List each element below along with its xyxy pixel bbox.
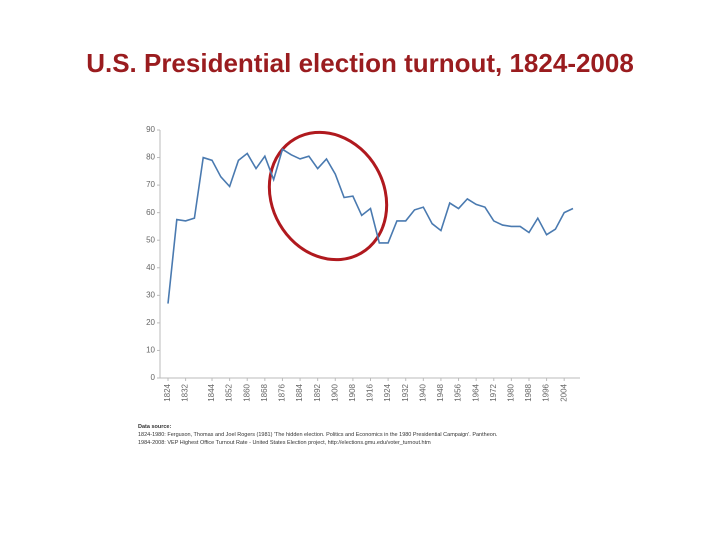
y-tick-label: 40 <box>146 263 155 272</box>
line-series <box>167 148 574 304</box>
data-source: Data source: <box>138 424 171 430</box>
y-tick-label: 70 <box>146 180 155 189</box>
y-tick-label: 50 <box>146 235 155 244</box>
x-tick-label: 1932 <box>401 383 410 401</box>
x-tick-label: 1860 <box>242 383 251 401</box>
x-tick-label: 1832 <box>181 383 190 401</box>
x-tick-label: 1964 <box>471 383 480 401</box>
x-tick-label: 1876 <box>278 383 287 401</box>
x-tick-label: 1940 <box>418 383 427 401</box>
x-tick-label: 1884 <box>295 383 304 401</box>
x-tick-label: 1892 <box>313 383 322 401</box>
y-tick-label: 90 <box>146 125 155 134</box>
x-tick-label: 1980 <box>506 383 515 401</box>
data-source: 1824-1980: Ferguson, Thomas and Joel Rog… <box>138 432 498 438</box>
x-tick-label: 1924 <box>383 383 392 401</box>
y-tick-label: 30 <box>146 290 155 299</box>
x-tick-label: 1908 <box>348 383 357 401</box>
x-tick-label: 1996 <box>542 383 551 401</box>
x-tick-label: 1948 <box>436 383 445 401</box>
y-tick-label: 0 <box>151 373 156 382</box>
data-source: 1984-2008: VEP Highest Office Turnout Ra… <box>138 440 431 446</box>
slide-title: U.S. Presidential election turnout, 1824… <box>86 48 634 78</box>
x-tick-label: 2004 <box>559 383 568 401</box>
x-tick-label: 1824 <box>163 383 172 401</box>
y-tick-label: 80 <box>146 153 155 162</box>
highlight-ellipse <box>267 130 389 262</box>
x-tick-label: 1852 <box>225 383 234 401</box>
x-tick-label: 1868 <box>260 383 269 401</box>
y-tick-label: 60 <box>146 208 155 217</box>
y-tick-label: 10 <box>146 346 155 355</box>
x-tick-label: 1988 <box>524 383 533 401</box>
x-tick-label: 1956 <box>454 383 463 401</box>
x-tick-label: 1972 <box>489 383 498 401</box>
x-tick-label: 1844 <box>207 383 216 401</box>
x-tick-label: 1900 <box>330 383 339 401</box>
x-tick-label: 1916 <box>366 383 375 401</box>
y-tick-label: 20 <box>146 318 155 327</box>
